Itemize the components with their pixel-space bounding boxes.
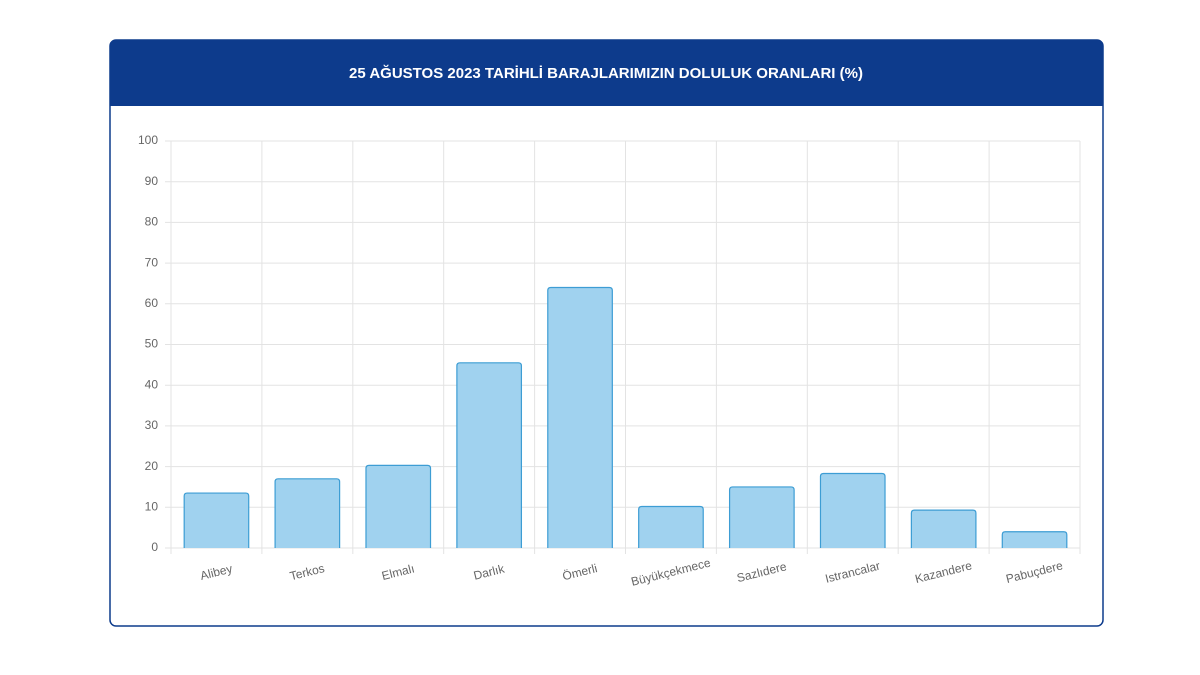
- bar: [365, 464, 432, 548]
- bar: [547, 286, 613, 548]
- y-tick-label: 90: [145, 174, 159, 188]
- bar: [1001, 531, 1068, 548]
- y-tick-label: 20: [145, 459, 159, 473]
- bar: [728, 486, 795, 548]
- chart-title: 25 AĞUSTOS 2023 TARİHLİ BARAJLARIMIZIN D…: [349, 64, 863, 82]
- bar: [274, 478, 341, 548]
- bar: [910, 509, 977, 548]
- y-tick-label: 100: [138, 133, 158, 147]
- bar: [183, 492, 250, 548]
- y-tick-label: 10: [145, 499, 159, 513]
- y-tick-label: 60: [145, 296, 159, 310]
- bar: [456, 362, 523, 548]
- y-tick-label: 80: [145, 215, 159, 229]
- bar: [819, 472, 886, 548]
- bar: [638, 505, 704, 548]
- y-tick-label: 0: [151, 540, 158, 554]
- y-tick-label: 40: [145, 377, 159, 391]
- y-tick-label: 30: [145, 418, 159, 432]
- y-tick-label: 50: [145, 337, 159, 351]
- y-tick-label: 70: [145, 255, 159, 269]
- card-header: [110, 40, 1103, 106]
